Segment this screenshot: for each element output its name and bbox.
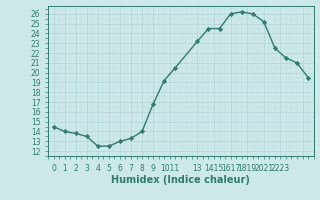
X-axis label: Humidex (Indice chaleur): Humidex (Indice chaleur) <box>111 175 250 185</box>
